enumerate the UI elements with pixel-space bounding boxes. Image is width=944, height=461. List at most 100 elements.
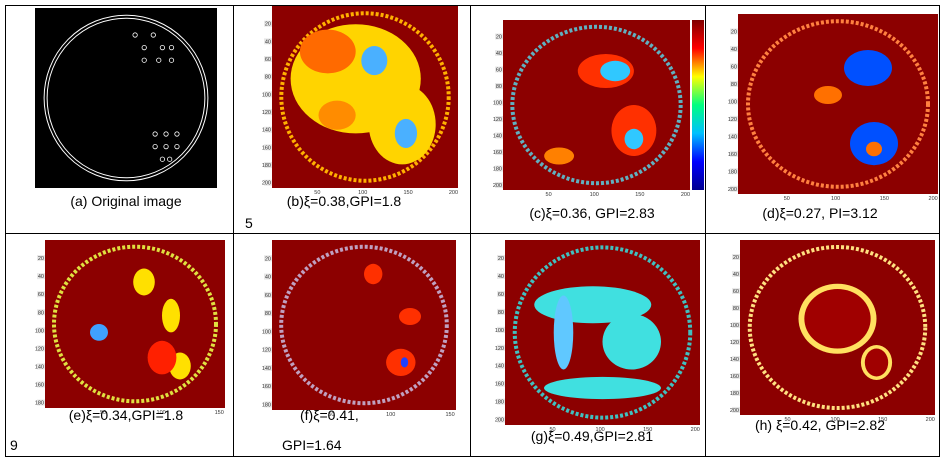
y-tick-label: 60 <box>38 292 44 298</box>
x-tick-label: 200 <box>929 196 938 202</box>
y-tick-label: 160 <box>728 152 737 158</box>
y-tick-label: 140 <box>35 364 44 370</box>
image-blob <box>600 61 630 81</box>
y-tick-label: 20 <box>265 22 271 28</box>
y-tick-label: 40 <box>498 274 504 280</box>
image-blob <box>625 129 644 149</box>
caption: (d)ξ=0.27, PI=3.12 <box>762 205 877 221</box>
y-tick-label: 160 <box>262 145 271 151</box>
y-tick-label: 180 <box>493 167 502 173</box>
y-tick-label: 100 <box>35 328 44 334</box>
figure: (a) Original image 20 40 60 80 100 120 140 160 18… <box>0 0 944 461</box>
y-tick-label: 160 <box>35 383 44 389</box>
y-tick-label: 120 <box>730 340 739 346</box>
note: 5 <box>245 215 253 231</box>
image-blob <box>814 86 842 104</box>
y-tick-label: 160 <box>730 374 739 380</box>
image-blob <box>364 264 382 284</box>
x-tick-label: 150 <box>635 192 644 198</box>
caption: GPI=1.64 <box>282 437 342 453</box>
y-tick-label: 100 <box>262 329 271 335</box>
x-tick-label: 50 <box>546 192 552 198</box>
image-blob <box>554 296 574 370</box>
image-blob <box>603 314 662 370</box>
y-tick-label: 200 <box>493 183 502 189</box>
image-blob <box>395 119 417 148</box>
caption: (g)ξ=0.49,GPI=2.81 <box>531 428 653 444</box>
image-blob <box>148 341 177 375</box>
y-tick-label: 140 <box>728 134 737 140</box>
y-tick-label: 80 <box>38 310 44 316</box>
y-tick-label: 100 <box>495 328 504 334</box>
x-tick-label: 150 <box>880 196 889 202</box>
caption: (e)ξ=0.34,GPI=1.8 <box>69 407 184 423</box>
image-blob <box>399 308 421 325</box>
y-tick-label: 40 <box>265 275 271 281</box>
x-tick-label: 150 <box>215 410 224 416</box>
panel-image <box>45 240 225 408</box>
y-tick-label: 40 <box>496 51 502 57</box>
y-tick-label: 180 <box>730 391 739 397</box>
image-blob <box>865 349 888 377</box>
image-blob <box>361 46 387 75</box>
y-tick-label: 180 <box>728 169 737 175</box>
y-tick-label: 120 <box>35 346 44 352</box>
caption: (c)ξ=0.36, GPI=2.83 <box>529 205 655 221</box>
y-tick-label: 140 <box>730 357 739 363</box>
y-tick-label: 20 <box>733 255 739 261</box>
panel: 2040608010012014016018050100150(f)ξ=0.41… <box>262 240 456 453</box>
y-tick-label: 200 <box>730 408 739 414</box>
y-tick-label: 200 <box>495 418 504 424</box>
panel-image <box>503 20 690 190</box>
y-tick-label: 80 <box>496 84 502 90</box>
y-tick-label: 60 <box>265 293 271 299</box>
y-tick-label: 80 <box>265 311 271 317</box>
y-tick-label: 160 <box>493 150 502 156</box>
image-blob <box>544 148 574 165</box>
x-tick-label: 200 <box>449 190 458 196</box>
y-tick-label: 140 <box>262 366 271 372</box>
panel-image <box>738 14 938 194</box>
y-tick-label: 180 <box>35 401 44 407</box>
y-tick-label: 20 <box>38 256 44 262</box>
y-tick-label: 60 <box>265 57 271 63</box>
colorbar <box>692 20 704 190</box>
y-tick-label: 140 <box>262 128 271 134</box>
y-tick-label: 40 <box>265 39 271 45</box>
x-tick-label: 100 <box>831 196 840 202</box>
y-tick-label: 80 <box>733 306 739 312</box>
y-tick-label: 100 <box>728 99 737 105</box>
y-tick-label: 180 <box>495 400 504 406</box>
y-tick-label: 20 <box>265 256 271 262</box>
y-tick-label: 100 <box>262 92 271 98</box>
y-tick-label: 160 <box>262 384 271 390</box>
y-tick-label: 20 <box>498 256 504 262</box>
y-tick-label: 60 <box>498 292 504 298</box>
x-tick-label: 100 <box>386 412 395 418</box>
y-tick-label: 60 <box>733 289 739 295</box>
y-tick-label: 80 <box>731 82 737 88</box>
image-blob <box>544 377 661 399</box>
y-tick-label: 120 <box>262 110 271 116</box>
y-tick-label: 160 <box>495 382 504 388</box>
y-tick-label: 80 <box>498 310 504 316</box>
y-tick-label: 100 <box>493 101 502 107</box>
y-tick-label: 200 <box>262 181 271 187</box>
x-tick-label: 200 <box>691 427 700 433</box>
x-tick-label: 150 <box>445 412 454 418</box>
x-tick-label: 50 <box>784 196 790 202</box>
y-tick-label: 40 <box>733 272 739 278</box>
image-blob <box>90 324 108 341</box>
y-tick-label: 120 <box>262 348 271 354</box>
image-blob <box>133 269 155 296</box>
image-blob <box>401 357 408 367</box>
y-tick-label: 180 <box>262 403 271 409</box>
caption: (a) Original image <box>70 193 181 209</box>
y-tick-label: 120 <box>728 117 737 123</box>
y-tick-label: 60 <box>496 68 502 74</box>
panel: 2040608010012014016018020050100150200(b)… <box>245 6 458 231</box>
y-tick-label: 200 <box>728 187 737 193</box>
